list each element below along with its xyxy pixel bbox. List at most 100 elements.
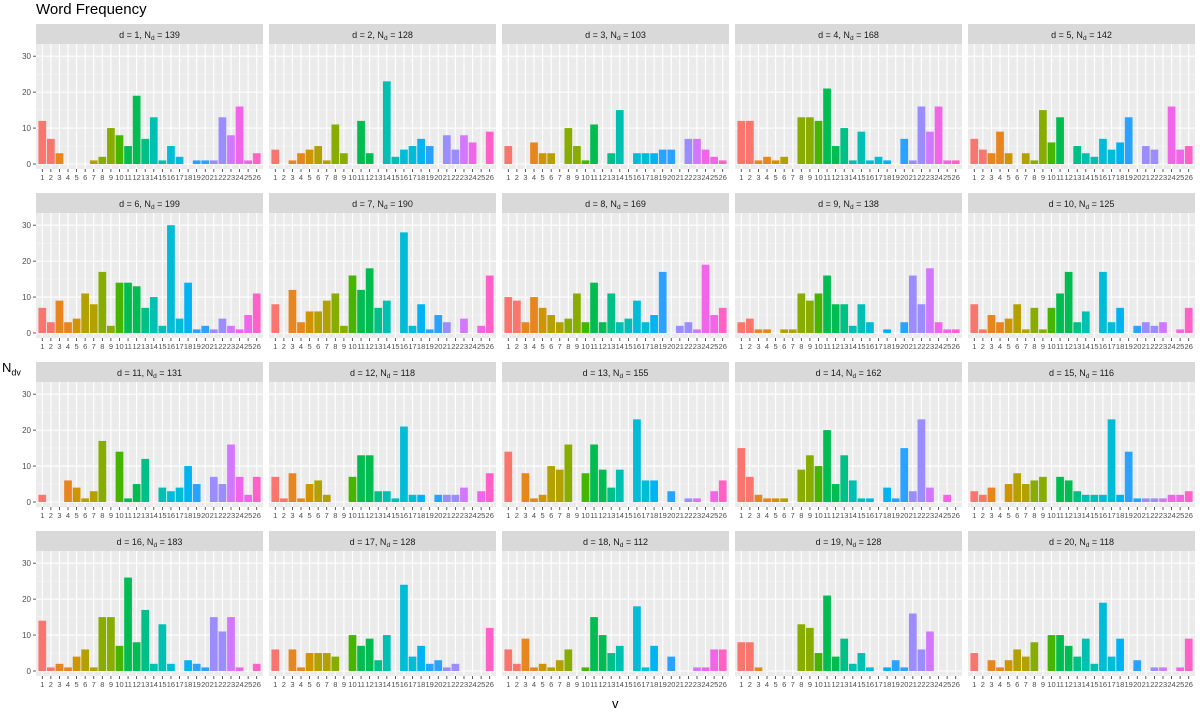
facet-strip (735, 531, 962, 551)
x-tick-label: 8 (799, 680, 803, 689)
x-tick-label: 4 (998, 173, 1002, 182)
x-tick-label: 21 (443, 342, 451, 351)
x-tick-label: 18 (1116, 511, 1124, 520)
x-tick-label: 24 (934, 511, 942, 520)
bar (917, 106, 926, 164)
x-tick-label: 3 (523, 511, 527, 520)
bar (1107, 149, 1116, 164)
bar (1081, 638, 1090, 671)
bar (1141, 322, 1150, 333)
bar (322, 300, 331, 333)
bar (754, 667, 763, 671)
bar (1021, 484, 1030, 502)
x-tick-label: 13 (840, 511, 848, 520)
bar (1004, 318, 1013, 333)
x-tick-label: 3 (57, 511, 61, 520)
bar (252, 663, 261, 671)
x-tick-label: 11 (823, 680, 831, 689)
x-tick-label: 17 (1107, 173, 1115, 182)
bar (1116, 494, 1124, 502)
x-tick-label: 2 (49, 680, 53, 689)
bar (1064, 271, 1073, 333)
x-tick-label: 16 (866, 173, 874, 182)
x-tick-label: 23 (1159, 680, 1167, 689)
bar (840, 455, 849, 502)
x-tick-label: 5 (75, 342, 79, 351)
x-tick-label: 20 (1133, 680, 1141, 689)
bar (382, 300, 391, 333)
x-tick-label: 14 (150, 680, 158, 689)
x-tick-label: 16 (633, 680, 641, 689)
x-tick-label: 22 (917, 511, 925, 520)
x-tick-label: 24 (701, 511, 709, 520)
bar (1133, 660, 1142, 671)
bar (141, 458, 150, 502)
x-tick-label: 11 (1056, 342, 1064, 351)
bar (425, 663, 434, 671)
x-tick-label: 10 (814, 173, 822, 182)
x-tick-label: 13 (374, 680, 382, 689)
x-tick-label: 12 (132, 173, 140, 182)
x-tick-label: 24 (701, 173, 709, 182)
bar (900, 322, 909, 333)
bar (848, 325, 857, 333)
x-tick-label: 10 (581, 342, 589, 351)
x-tick-label: 3 (989, 680, 993, 689)
x-tick-label: 3 (756, 680, 760, 689)
x-tick-label: 9 (109, 342, 113, 351)
x-tick-label: 2 (49, 511, 53, 520)
x-tick-label: 1 (273, 680, 277, 689)
x-tick-label: 14 (1082, 511, 1090, 520)
bar (357, 289, 365, 333)
x-tick-label: 17 (408, 511, 416, 520)
bar (1064, 645, 1073, 671)
x-tick-label: 20 (201, 173, 209, 182)
facet-strip-label: d = 2, Nd = 128 (352, 30, 413, 42)
x-tick-label: 22 (451, 173, 459, 182)
bar (831, 304, 840, 333)
x-tick-label: 8 (100, 173, 104, 182)
bar (547, 315, 556, 333)
x-tick-label: 19 (426, 680, 434, 689)
bar (746, 120, 754, 164)
y-tick-label: 20 (22, 88, 31, 97)
x-tick-label: 22 (684, 511, 692, 520)
x-tick-label: 18 (1116, 173, 1124, 182)
bar (167, 225, 175, 333)
x-tick-label: 2 (282, 680, 286, 689)
x-tick-label: 18 (184, 173, 192, 182)
bar (331, 124, 340, 164)
bar (271, 476, 280, 502)
facet-strip-label: d = 4, Nd = 168 (818, 30, 879, 42)
bar (951, 160, 960, 164)
x-tick-label: 18 (883, 511, 891, 520)
bar (718, 307, 727, 333)
bar (1090, 663, 1099, 671)
x-tick-label: 19 (892, 173, 900, 182)
bar (848, 160, 857, 164)
bar (831, 656, 840, 671)
bar (590, 124, 598, 164)
x-tick-label: 10 (348, 342, 356, 351)
x-tick-label: 15 (1090, 511, 1098, 520)
x-tick-label: 8 (333, 680, 337, 689)
bar (658, 149, 667, 164)
bar (297, 153, 305, 164)
x-tick-label: 19 (659, 173, 667, 182)
x-tick-label: 10 (348, 511, 356, 520)
x-tick-label: 3 (57, 342, 61, 351)
bar (650, 315, 658, 333)
x-tick-label: 14 (616, 680, 624, 689)
bar (1004, 153, 1013, 164)
x-tick-label: 17 (641, 173, 649, 182)
x-tick-label: 22 (917, 680, 925, 689)
x-tick-label: 26 (1185, 680, 1193, 689)
x-tick-label: 6 (1015, 511, 1019, 520)
x-tick-label: 24 (468, 511, 476, 520)
x-tick-label: 22 (451, 511, 459, 520)
bar (521, 322, 530, 333)
bar (926, 268, 934, 333)
x-tick-label: 9 (1041, 680, 1045, 689)
